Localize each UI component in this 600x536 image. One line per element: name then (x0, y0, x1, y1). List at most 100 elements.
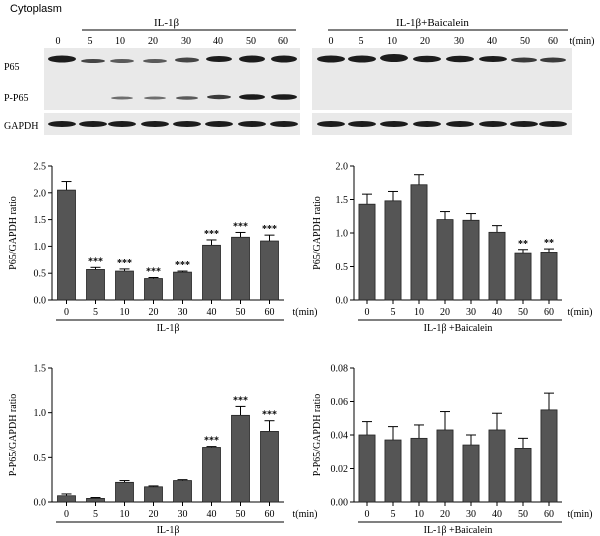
blot-band (271, 94, 297, 100)
significance-label: *** (204, 229, 219, 240)
blot-band (48, 55, 76, 63)
bar-5 (86, 269, 105, 301)
x-tick-label: 60 (544, 509, 554, 520)
x-tick-label: 60 (544, 307, 554, 318)
blot-time-unit: t(min) (570, 36, 595, 47)
bar-5 (384, 439, 402, 503)
x-tick-label: 10 (414, 307, 424, 318)
x-tick-label: 0 (365, 509, 370, 520)
blot-row-label-p65: P65 (4, 62, 20, 73)
x-tick-label: 0 (64, 307, 69, 318)
blot-strip-right-gapdh (312, 113, 572, 135)
y-tick-label: 1.0 (34, 408, 47, 419)
y-axis-label: P65/GAPDH ratio (8, 196, 19, 270)
x-tick-label: 60 (265, 509, 275, 520)
y-tick-label: 0.02 (331, 464, 349, 475)
x-tick-label: 20 (149, 307, 159, 318)
blot-time-left-40: 40 (213, 36, 223, 47)
significance-label: *** (117, 258, 132, 269)
y-tick-label: 1.5 (34, 215, 47, 226)
x-tick-label: 50 (518, 509, 528, 520)
y-axis-label: P65/GAPDH ratio (312, 196, 323, 270)
compartment-label: Cytoplasm (10, 3, 62, 15)
blot-time-left-5: 5 (88, 36, 93, 47)
x-unit-label: t(min) (293, 307, 318, 318)
x-axis-label: IL-1β (157, 323, 180, 334)
blot-strip-left-p65 (44, 48, 300, 84)
bar-30 (173, 480, 192, 503)
blot-band (348, 55, 376, 63)
blot-time-right-60: 60 (548, 36, 558, 47)
significance-label: *** (204, 436, 219, 447)
blot-band (271, 55, 297, 63)
bar-40 (488, 429, 506, 503)
blot-band (380, 121, 408, 127)
blot-band (511, 57, 537, 63)
chart-p65-il1b: 0.0 0.5 1.0 1.5 2.0 2.5 P65/GAPDH ratio 0 *** 5 **… (8, 162, 318, 335)
bar-20 (436, 429, 454, 503)
x-tick-label: 10 (414, 509, 424, 520)
x-tick-label: 30 (466, 307, 476, 318)
blot-band (446, 121, 474, 127)
y-tick-label: 1.5 (336, 195, 349, 206)
y-tick-label: 1.5 (34, 364, 47, 375)
significance-label: *** (88, 256, 103, 267)
blot-band (173, 121, 201, 127)
blot-band (205, 121, 233, 127)
blot-time-right-5: 5 (359, 36, 364, 47)
bar-10 (410, 184, 428, 301)
x-tick-label: 40 (492, 307, 502, 318)
x-tick-label: 10 (120, 307, 130, 318)
blot-strip-left-gapdh (44, 113, 300, 135)
blot-time-left-30: 30 (181, 36, 191, 47)
x-tick-label: 30 (178, 509, 188, 520)
blot-band (206, 56, 232, 62)
blot-band (413, 55, 441, 63)
x-tick-label: 30 (466, 509, 476, 520)
significance-label: *** (233, 221, 248, 232)
blot-band (176, 96, 198, 100)
blot-band (348, 121, 376, 127)
blot-band (539, 121, 567, 127)
y-tick-label: 0.04 (331, 431, 349, 442)
y-tick-label: 0.0 (34, 296, 47, 307)
x-tick-label: 40 (492, 509, 502, 520)
x-tick-label: 20 (149, 509, 159, 520)
blot-band (270, 121, 298, 127)
blot-band (108, 121, 136, 127)
bar-0 (57, 189, 76, 301)
y-axis-label: P-P65/GAPDH ratio (8, 394, 19, 477)
blot-time-left-0: 0 (56, 36, 61, 47)
x-unit-label: t(min) (568, 509, 593, 520)
x-tick-label: 60 (265, 307, 275, 318)
blot-time-left-60: 60 (278, 36, 288, 47)
bar-10 (115, 481, 134, 503)
bar-40 (202, 447, 221, 503)
bar-20 (144, 486, 163, 503)
bar-40 (488, 231, 506, 301)
x-tick-label: 50 (518, 307, 528, 318)
y-tick-label: 2.5 (34, 162, 47, 173)
bar-50 (514, 252, 532, 301)
bar-10 (410, 437, 428, 503)
x-tick-label: 40 (207, 509, 217, 520)
y-tick-label: 0.06 (331, 397, 349, 408)
y-tick-label: 0.5 (336, 262, 349, 273)
blot-band (81, 59, 105, 63)
blot-band (510, 121, 538, 127)
y-tick-label: 0.5 (34, 269, 47, 280)
x-axis-label: IL-1β (157, 525, 180, 536)
y-tick-label: 1.0 (34, 242, 47, 253)
blot-time-right-30: 30 (454, 36, 464, 47)
significance-label: *** (262, 224, 277, 235)
left-treatment-label: IL-1β (154, 17, 180, 29)
x-tick-label: 10 (120, 509, 130, 520)
blot-band (110, 59, 134, 63)
blot-band (141, 121, 169, 127)
x-tick-label: 40 (207, 307, 217, 318)
bar-30 (462, 219, 480, 301)
bar-0 (358, 434, 376, 503)
chart-p65-il1b-baicalein: 0.0 0.5 1.0 1.5 2.0 P65/GAPDH ratio 0 5 10 20 30 40… (312, 162, 593, 335)
bar-60 (540, 252, 558, 301)
